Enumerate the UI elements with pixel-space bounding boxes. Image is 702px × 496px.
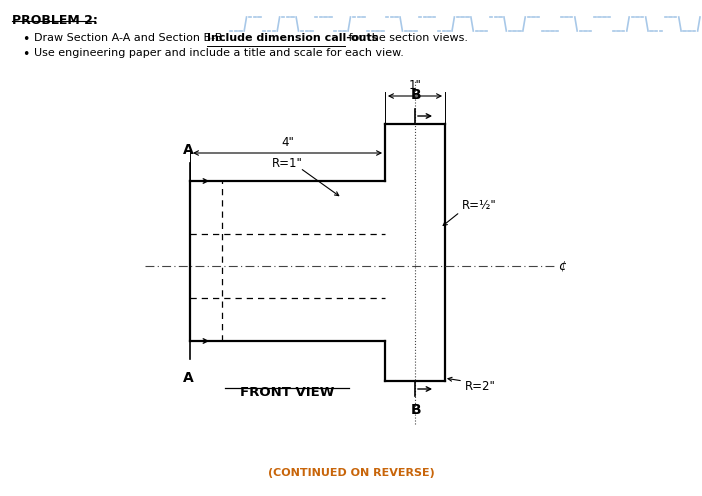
Text: for the section views.: for the section views. <box>345 33 468 43</box>
Text: PROBLEM 2:: PROBLEM 2: <box>12 14 98 27</box>
Text: B: B <box>411 88 421 102</box>
Text: R=½": R=½" <box>462 199 497 212</box>
Text: B: B <box>411 403 421 417</box>
Text: A: A <box>183 371 193 385</box>
Text: 1": 1" <box>409 79 421 92</box>
Text: •: • <box>22 48 29 61</box>
Text: R=2": R=2" <box>465 379 496 392</box>
Text: A: A <box>183 143 193 157</box>
Text: Include dimension call-outs: Include dimension call-outs <box>207 33 378 43</box>
Text: (CONTINUED ON REVERSE): (CONTINUED ON REVERSE) <box>267 468 435 478</box>
Text: Draw Section A-A and Section B-B.: Draw Section A-A and Section B-B. <box>34 33 230 43</box>
Text: 4": 4" <box>281 136 294 149</box>
Text: FRONT VIEW: FRONT VIEW <box>240 386 335 399</box>
Text: ¢: ¢ <box>558 259 566 272</box>
Text: •: • <box>22 33 29 46</box>
Text: R=1": R=1" <box>272 158 303 171</box>
Text: Use engineering paper and include a title and scale for each view.: Use engineering paper and include a titl… <box>34 48 404 58</box>
